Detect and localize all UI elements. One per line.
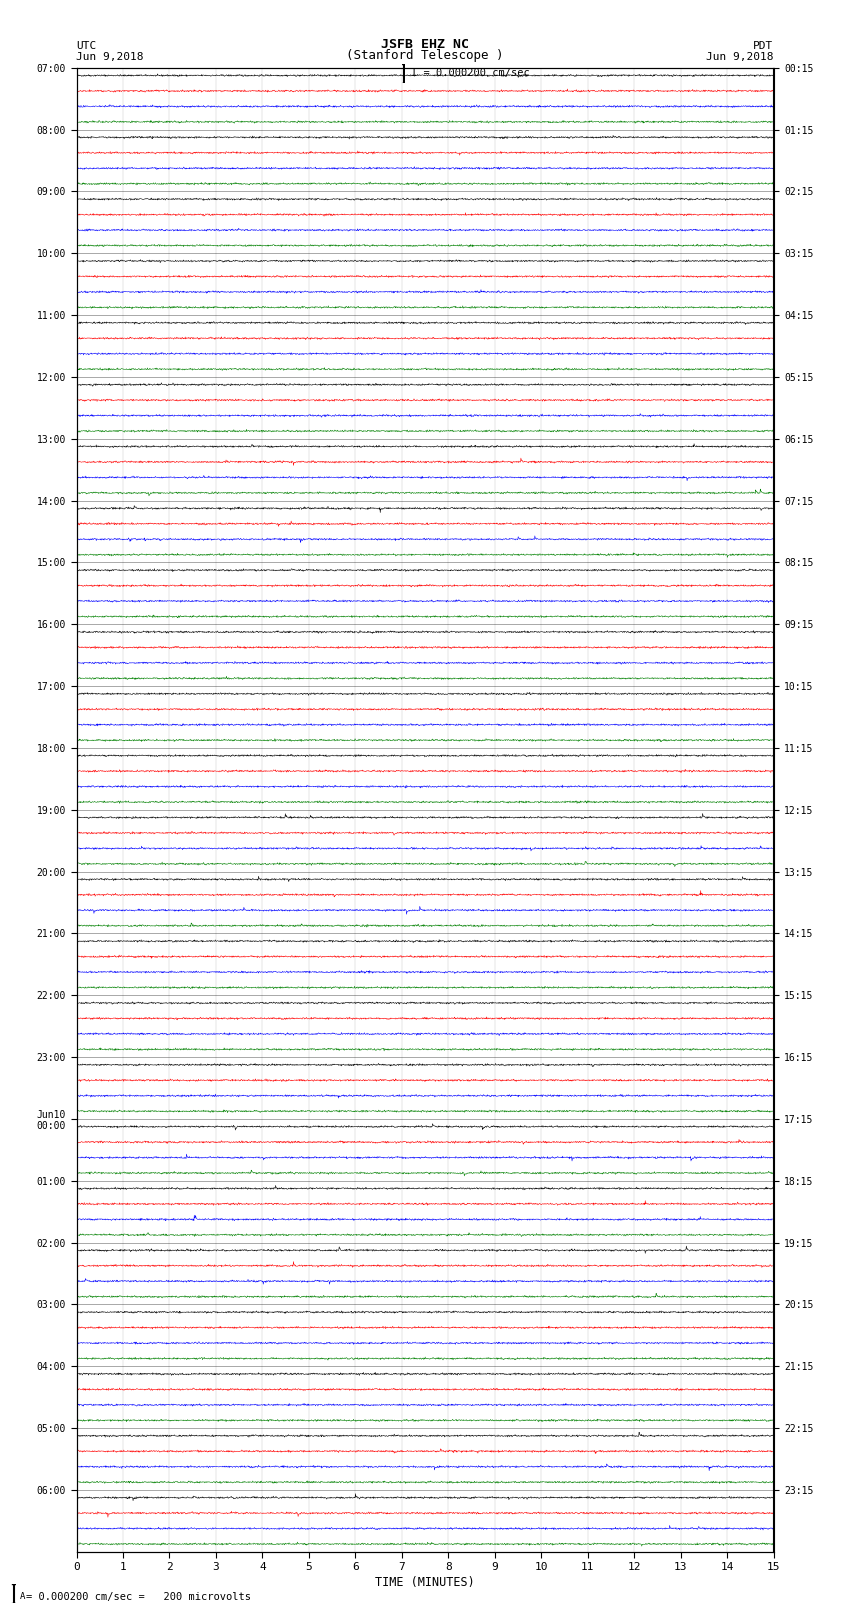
Text: Jun 9,2018: Jun 9,2018 (76, 52, 144, 63)
Text: UTC: UTC (76, 40, 97, 50)
Text: Jun 9,2018: Jun 9,2018 (706, 52, 774, 63)
X-axis label: TIME (MINUTES): TIME (MINUTES) (375, 1576, 475, 1589)
Text: JSFB EHZ NC: JSFB EHZ NC (381, 37, 469, 50)
Text: A: A (20, 1592, 25, 1602)
Text: I = 0.000200 cm/sec: I = 0.000200 cm/sec (411, 68, 530, 79)
Text: = 0.000200 cm/sec =   200 microvolts: = 0.000200 cm/sec = 200 microvolts (26, 1592, 251, 1602)
Text: (Stanford Telescope ): (Stanford Telescope ) (346, 48, 504, 63)
Text: PDT: PDT (753, 40, 774, 50)
